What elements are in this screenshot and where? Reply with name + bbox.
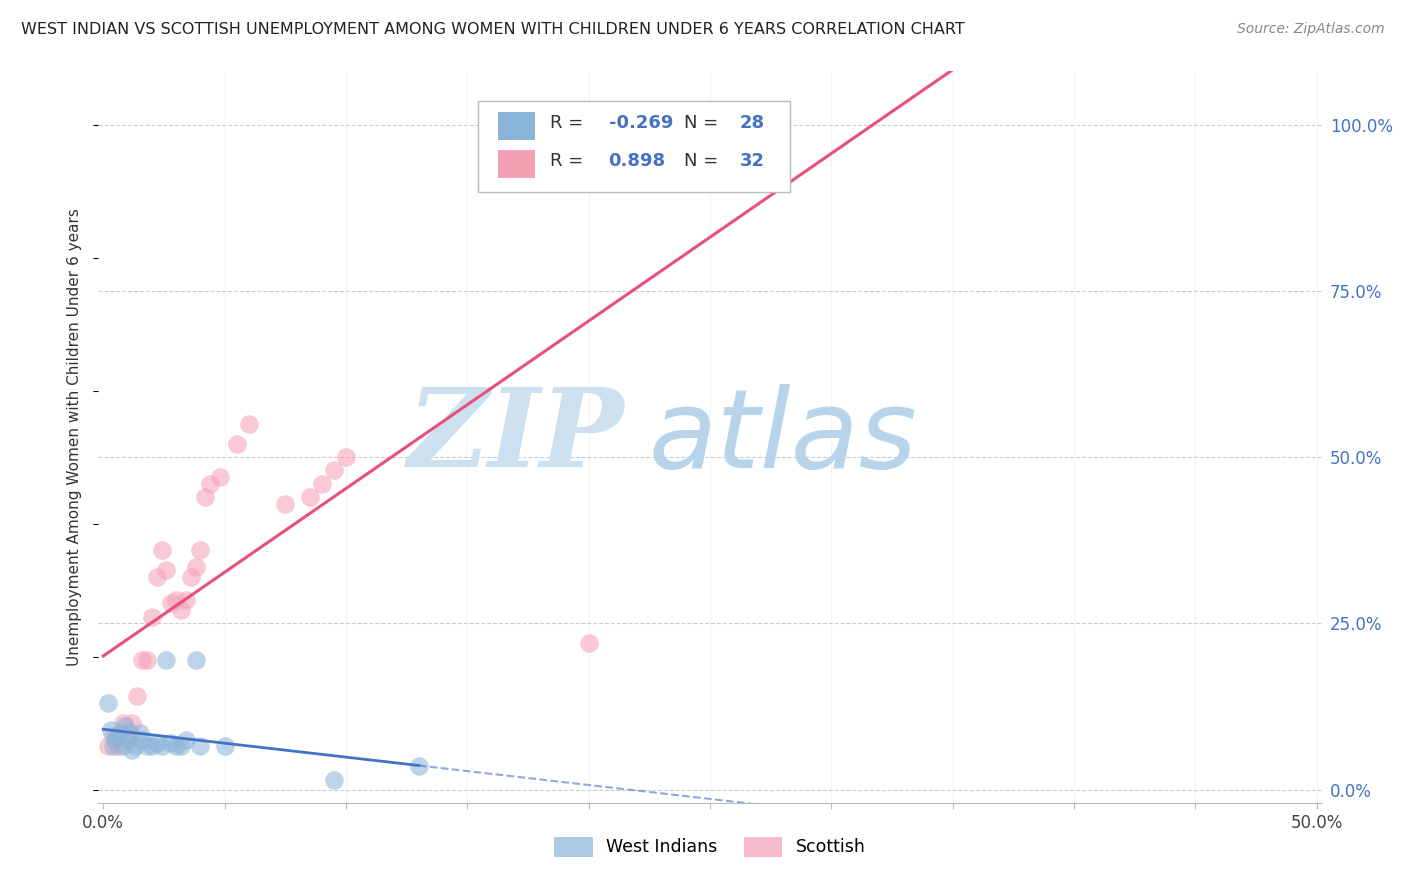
Point xyxy=(121,742,143,756)
Text: -0.269: -0.269 xyxy=(609,114,673,132)
Point xyxy=(111,739,134,754)
Point xyxy=(110,726,132,740)
Point xyxy=(188,739,212,754)
Text: ZIP: ZIP xyxy=(408,384,624,491)
Point xyxy=(128,726,150,740)
FancyBboxPatch shape xyxy=(498,151,536,178)
Text: atlas: atlas xyxy=(650,384,918,491)
Point xyxy=(141,739,163,754)
Point xyxy=(578,636,600,650)
Point xyxy=(214,739,236,754)
Point xyxy=(124,739,146,754)
Point xyxy=(165,739,187,754)
Point xyxy=(322,772,344,787)
Legend: West Indians, Scottish: West Indians, Scottish xyxy=(547,830,873,863)
Point xyxy=(238,417,260,431)
Point xyxy=(117,732,139,747)
Point xyxy=(136,653,159,667)
Point xyxy=(155,563,177,577)
Point xyxy=(322,463,344,477)
Point xyxy=(184,559,207,574)
Point xyxy=(107,729,129,743)
Point xyxy=(180,570,202,584)
Point xyxy=(160,736,183,750)
Point xyxy=(170,603,193,617)
FancyBboxPatch shape xyxy=(498,112,536,140)
Point xyxy=(111,716,134,731)
Point xyxy=(174,593,197,607)
Text: R =: R = xyxy=(550,153,595,170)
Text: 28: 28 xyxy=(740,114,765,132)
Point xyxy=(194,490,217,504)
Point xyxy=(145,736,167,750)
Point xyxy=(274,497,297,511)
FancyBboxPatch shape xyxy=(478,101,790,192)
Point xyxy=(97,696,120,710)
Text: N =: N = xyxy=(685,114,724,132)
Point xyxy=(335,450,357,464)
Text: R =: R = xyxy=(550,114,589,132)
Point xyxy=(188,543,212,558)
Point xyxy=(117,732,139,747)
Point xyxy=(160,596,183,610)
Point xyxy=(127,690,149,704)
Point xyxy=(174,732,197,747)
Text: N =: N = xyxy=(685,153,724,170)
Point xyxy=(311,476,333,491)
Point xyxy=(114,719,136,733)
Text: WEST INDIAN VS SCOTTISH UNEMPLOYMENT AMONG WOMEN WITH CHILDREN UNDER 6 YEARS COR: WEST INDIAN VS SCOTTISH UNEMPLOYMENT AMO… xyxy=(21,22,965,37)
Point xyxy=(136,739,159,754)
Point xyxy=(408,759,430,773)
Text: 32: 32 xyxy=(740,153,765,170)
Point xyxy=(131,732,153,747)
Point xyxy=(104,732,127,747)
Point xyxy=(97,739,120,754)
Point xyxy=(170,739,193,754)
Point xyxy=(150,543,173,558)
Point xyxy=(118,726,141,740)
Point xyxy=(101,729,124,743)
Point xyxy=(121,716,143,731)
Point xyxy=(298,490,321,504)
Point xyxy=(145,570,167,584)
Text: 0.898: 0.898 xyxy=(609,153,665,170)
Y-axis label: Unemployment Among Women with Children Under 6 years: Unemployment Among Women with Children U… xyxy=(67,208,83,666)
Point xyxy=(141,609,163,624)
Point xyxy=(100,723,122,737)
Point xyxy=(150,739,173,754)
Text: Source: ZipAtlas.com: Source: ZipAtlas.com xyxy=(1237,22,1385,37)
Point xyxy=(723,118,745,132)
Point xyxy=(198,476,221,491)
Point xyxy=(184,653,207,667)
Point xyxy=(155,653,177,667)
Point xyxy=(225,436,247,450)
Point xyxy=(165,593,187,607)
Point xyxy=(107,739,129,754)
Point xyxy=(131,653,153,667)
Point xyxy=(208,470,231,484)
Point xyxy=(101,739,124,754)
